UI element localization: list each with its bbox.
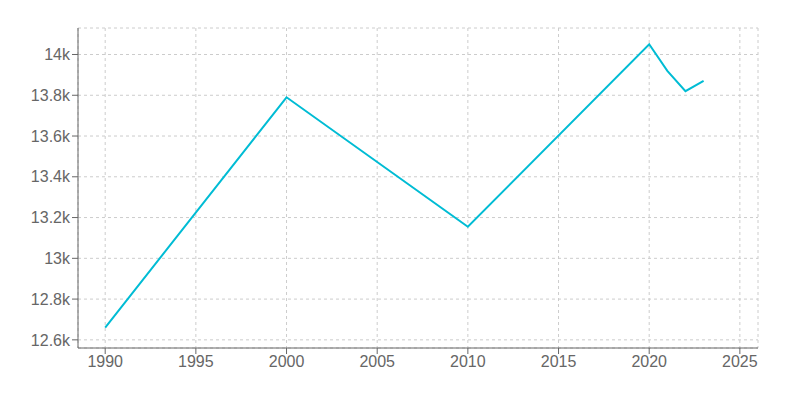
svg-text:2015: 2015 (541, 353, 577, 370)
svg-text:2000: 2000 (269, 353, 305, 370)
svg-text:13.2k: 13.2k (31, 209, 71, 226)
svg-text:1990: 1990 (87, 353, 123, 370)
svg-text:13.8k: 13.8k (31, 87, 71, 104)
svg-text:13.4k: 13.4k (31, 168, 71, 185)
svg-text:13.6k: 13.6k (31, 128, 71, 145)
svg-text:12.6k: 12.6k (31, 332, 71, 349)
svg-text:13k: 13k (44, 250, 71, 267)
svg-text:2020: 2020 (631, 353, 667, 370)
svg-text:12.8k: 12.8k (31, 291, 71, 308)
svg-text:1995: 1995 (178, 353, 214, 370)
svg-text:2010: 2010 (450, 353, 486, 370)
svg-text:2025: 2025 (722, 353, 758, 370)
svg-text:2005: 2005 (359, 353, 395, 370)
svg-text:14k: 14k (44, 46, 71, 63)
